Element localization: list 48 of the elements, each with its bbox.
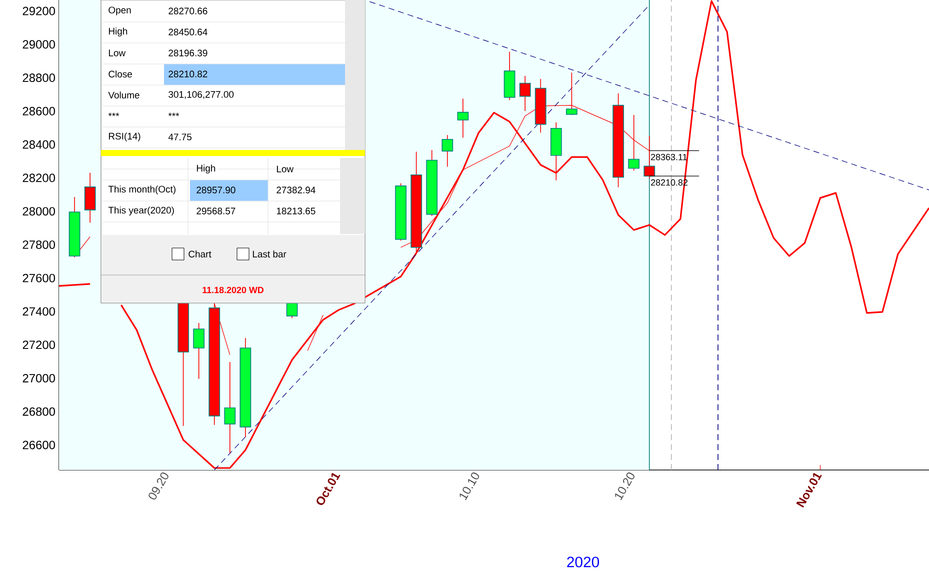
annotation: ***	[108, 112, 120, 116]
y-tick-label: 28600	[22, 106, 56, 116]
annotation: 28196.39	[168, 50, 208, 56]
annotation: High	[196, 164, 216, 174]
annotation: Last bar	[252, 250, 286, 258]
candlestick	[286, 302, 298, 319]
candlestick	[519, 76, 531, 112]
y-tick-label: 26800	[22, 407, 56, 416]
annotation: This year(2020)	[108, 206, 174, 216]
annotation: ***	[168, 112, 180, 116]
annotation: 27382.94	[276, 186, 316, 194]
y-tick-label: 28000	[22, 207, 56, 216]
y-tick-label: 27800	[22, 240, 56, 249]
annotation: 28210.82	[168, 70, 208, 78]
annotation: 11.18.2020 WD	[202, 286, 264, 294]
annotation: RSI(14)	[108, 132, 140, 142]
annotation: 47.75	[168, 134, 192, 140]
y-tick-label: 28200	[22, 174, 56, 182]
annotation: Chart	[188, 250, 212, 258]
annotation: This month(Oct)	[108, 186, 176, 194]
x-axis-title: 2020	[567, 556, 600, 568]
candlestick	[628, 114, 640, 171]
annotation: 28450.64	[168, 28, 208, 36]
annotation: Volume	[108, 92, 140, 98]
y-tick-label: 27400	[22, 307, 56, 316]
y-tick-label: 27600	[22, 274, 56, 282]
annotation: 301,106,277.00	[168, 91, 234, 99]
annotation: 18213.65	[276, 208, 316, 214]
candlestick	[457, 98, 469, 138]
candlestick	[84, 172, 96, 224]
y-tick-label: 27000	[22, 374, 56, 382]
annotation: High	[108, 28, 128, 36]
annotation: Low	[276, 166, 294, 172]
y-tick-label: 29000	[22, 40, 56, 49]
y-tick-label: 27200	[22, 340, 56, 350]
candlestick	[193, 322, 205, 380]
y-tick-label: 28800	[22, 74, 56, 82]
annotation: Low	[108, 50, 126, 56]
y-tick-label: 29200	[22, 6, 56, 16]
candlestick	[442, 134, 454, 168]
candlestick	[224, 362, 236, 454]
annotation: Close	[108, 70, 132, 78]
y-tick-label: 28400	[22, 140, 56, 149]
y-tick-label: 26600	[22, 440, 56, 450]
annotation: 28270.66	[168, 8, 208, 14]
annotation: 28957.90	[196, 186, 236, 194]
annotation: Open	[108, 6, 131, 16]
annotation: 29568.57	[196, 208, 236, 214]
